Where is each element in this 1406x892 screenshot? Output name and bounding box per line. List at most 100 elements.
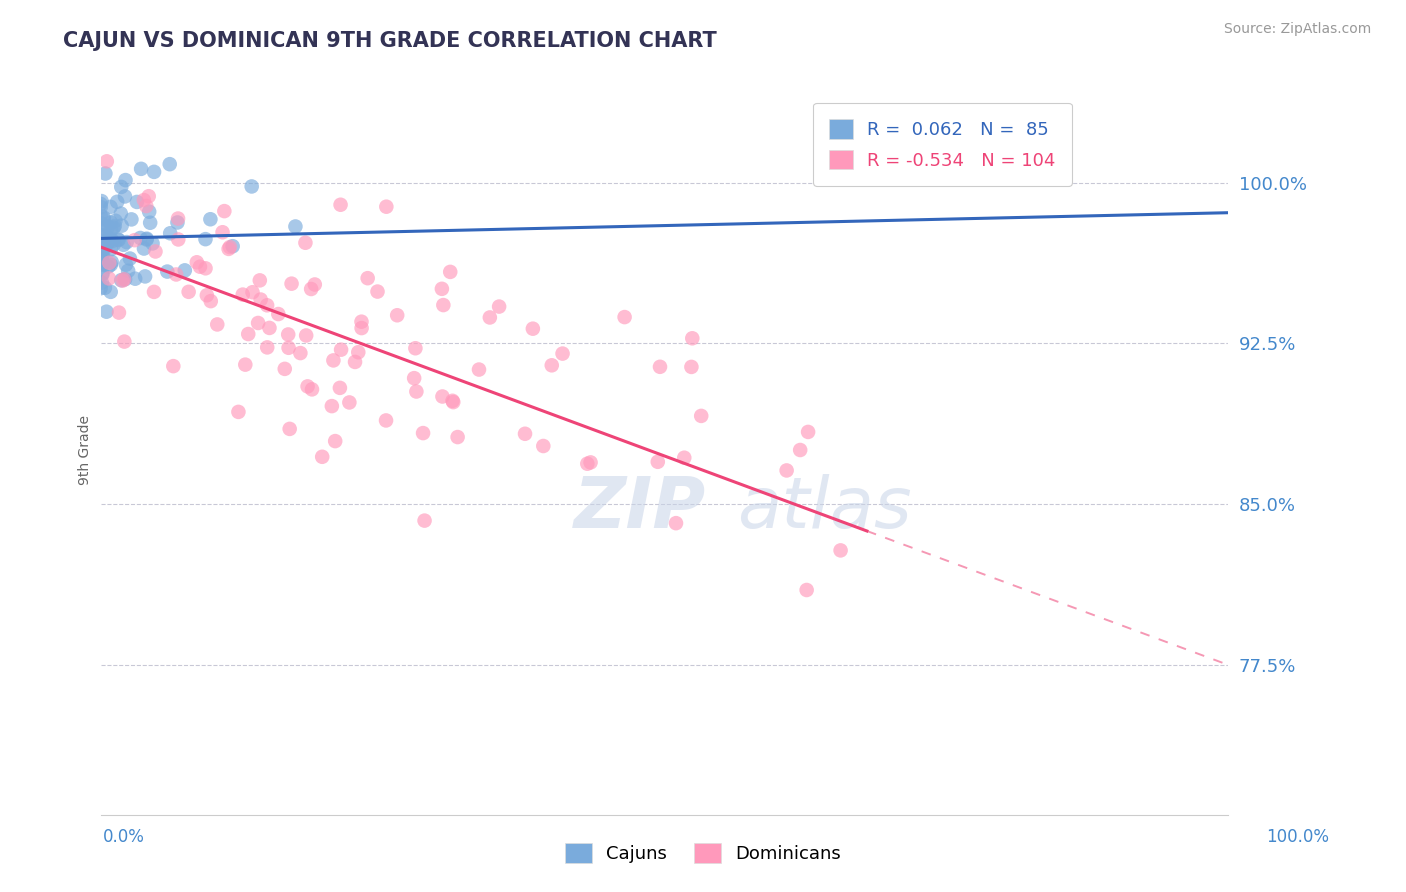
Point [830, 543, 852, 558]
Point [579, 455, 602, 469]
Point [446, 430, 468, 444]
Point [488, 300, 510, 314]
Point [284, 219, 307, 234]
Point [91, 257, 114, 271]
Point [775, 463, 797, 477]
Text: ZIP: ZIP [574, 475, 706, 543]
Point [90, 194, 112, 208]
Point [129, 161, 152, 176]
Point [91, 268, 114, 282]
Point [100, 258, 122, 272]
Point [522, 321, 544, 335]
Point [207, 318, 229, 332]
Point [194, 232, 217, 246]
Point [613, 310, 636, 324]
Point [321, 399, 343, 413]
Point [108, 305, 131, 319]
Point [665, 516, 688, 530]
Point [540, 359, 562, 373]
Point [91, 255, 114, 269]
Point [124, 271, 146, 285]
Point [115, 235, 138, 249]
Point [90, 281, 112, 295]
Point [143, 285, 166, 299]
Point [98, 256, 121, 270]
Point [138, 189, 160, 203]
Point [159, 157, 181, 171]
Point [242, 285, 264, 300]
Point [105, 194, 128, 209]
Point [93, 212, 115, 227]
Text: CAJUN VS DOMINICAN 9TH GRADE CORRELATION CHART: CAJUN VS DOMINICAN 9TH GRADE CORRELATION… [63, 31, 717, 51]
Point [142, 236, 165, 251]
Point [104, 213, 127, 227]
Point [135, 232, 157, 246]
Point [117, 264, 139, 278]
Point [531, 439, 554, 453]
Point [219, 240, 242, 254]
Point [344, 355, 367, 369]
Point [329, 198, 352, 212]
Point [135, 199, 157, 213]
Point [165, 268, 187, 282]
Point [188, 260, 211, 274]
Point [90, 245, 112, 260]
Point [232, 287, 254, 301]
Point [387, 308, 409, 322]
Point [576, 457, 599, 471]
Point [156, 264, 179, 278]
Point [413, 514, 436, 528]
Point [112, 272, 135, 286]
Point [90, 228, 112, 243]
Point [228, 405, 250, 419]
Text: 0.0%: 0.0% [103, 828, 145, 846]
Point [138, 204, 160, 219]
Point [323, 434, 346, 449]
Point [100, 285, 122, 299]
Point [103, 237, 125, 252]
Point [100, 216, 122, 230]
Point [91, 266, 114, 280]
Point [304, 277, 326, 292]
Point [90, 221, 112, 235]
Point [100, 255, 122, 269]
Point [366, 285, 388, 299]
Point [125, 194, 148, 209]
Point [404, 341, 426, 355]
Point [110, 206, 132, 220]
Point [90, 254, 112, 268]
Point [100, 243, 122, 257]
Point [214, 204, 236, 219]
Point [441, 393, 464, 408]
Point [432, 390, 454, 404]
Text: 100.0%: 100.0% [1265, 828, 1329, 846]
Point [90, 209, 112, 223]
Point [186, 255, 208, 269]
Point [173, 263, 195, 277]
Point [249, 293, 271, 307]
Point [200, 294, 222, 309]
Point [94, 281, 117, 295]
Point [97, 271, 120, 285]
Point [551, 346, 574, 360]
Point [145, 244, 167, 259]
Point [97, 219, 120, 234]
Point [97, 260, 120, 274]
Point [90, 276, 112, 290]
Point [412, 426, 434, 441]
Point [167, 232, 190, 246]
Point [107, 232, 129, 246]
Point [221, 239, 243, 253]
Point [673, 450, 696, 465]
Point [107, 233, 129, 247]
Point [256, 340, 278, 354]
Point [350, 315, 373, 329]
Point [97, 234, 120, 248]
Point [322, 353, 344, 368]
Point [301, 383, 323, 397]
Text: Source: ZipAtlas.com: Source: ZipAtlas.com [1223, 22, 1371, 37]
Point [357, 271, 380, 285]
Point [233, 358, 256, 372]
Point [277, 327, 299, 342]
Point [112, 334, 135, 349]
